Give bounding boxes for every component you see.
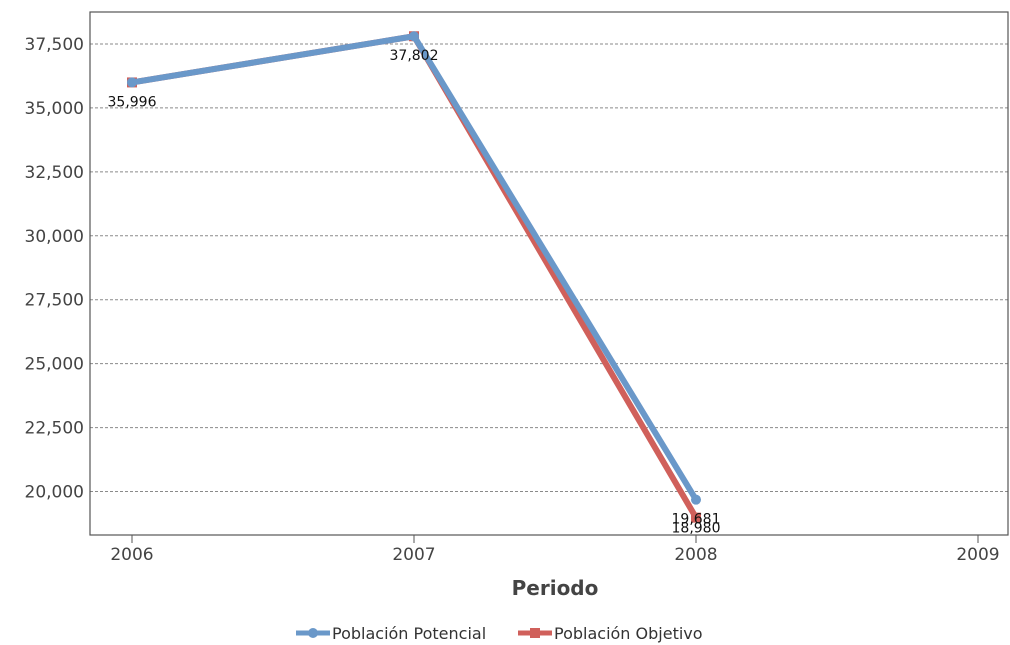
y-tick-label: 27,500 [25, 291, 84, 311]
data-point-marker [691, 494, 701, 505]
series-line-poblacion-objetivo [131, 33, 699, 520]
y-tick-label: 30,000 [25, 227, 84, 247]
y-tick-label: 25,000 [25, 355, 84, 375]
legend-label: Población Potencial [332, 624, 486, 643]
data-point-marker [691, 512, 701, 523]
x-axis-title: Periodo [512, 576, 599, 600]
gridlines [90, 43, 1008, 493]
legend-label: Población Objetivo [554, 624, 703, 643]
legend-marker [308, 628, 318, 638]
axes: 20,000 22,500 25,000 27,500 30,000 32,500 35,0… [25, 11, 1009, 565]
legend: Población Potencial Población Objetivo [296, 624, 703, 643]
data-label: 35,996 [108, 94, 157, 110]
y-tick-label: 20,000 [25, 483, 84, 503]
x-tick-label: 2007 [392, 545, 435, 565]
x-tick-label: 2006 [110, 545, 153, 565]
y-tick-label: 35,000 [25, 99, 84, 119]
legend-marker [530, 628, 540, 638]
x-tick-label: 2008 [674, 545, 717, 565]
series-line-poblacion-potencial [131, 33, 699, 502]
y-tick-label: 32,500 [25, 163, 84, 183]
data-point-marker [409, 31, 419, 42]
data-label: 18,980 [672, 521, 721, 537]
data-label: 19,681 [672, 512, 721, 528]
data-point-marker [127, 77, 137, 88]
x-tick-label: 2009 [956, 545, 999, 565]
plot-area-border [89, 11, 1009, 536]
y-tick-label: 22,500 [25, 419, 84, 439]
series-lines [127, 31, 701, 523]
data-label: 37,802 [390, 48, 439, 64]
y-tick-label: 37,500 [25, 35, 84, 55]
